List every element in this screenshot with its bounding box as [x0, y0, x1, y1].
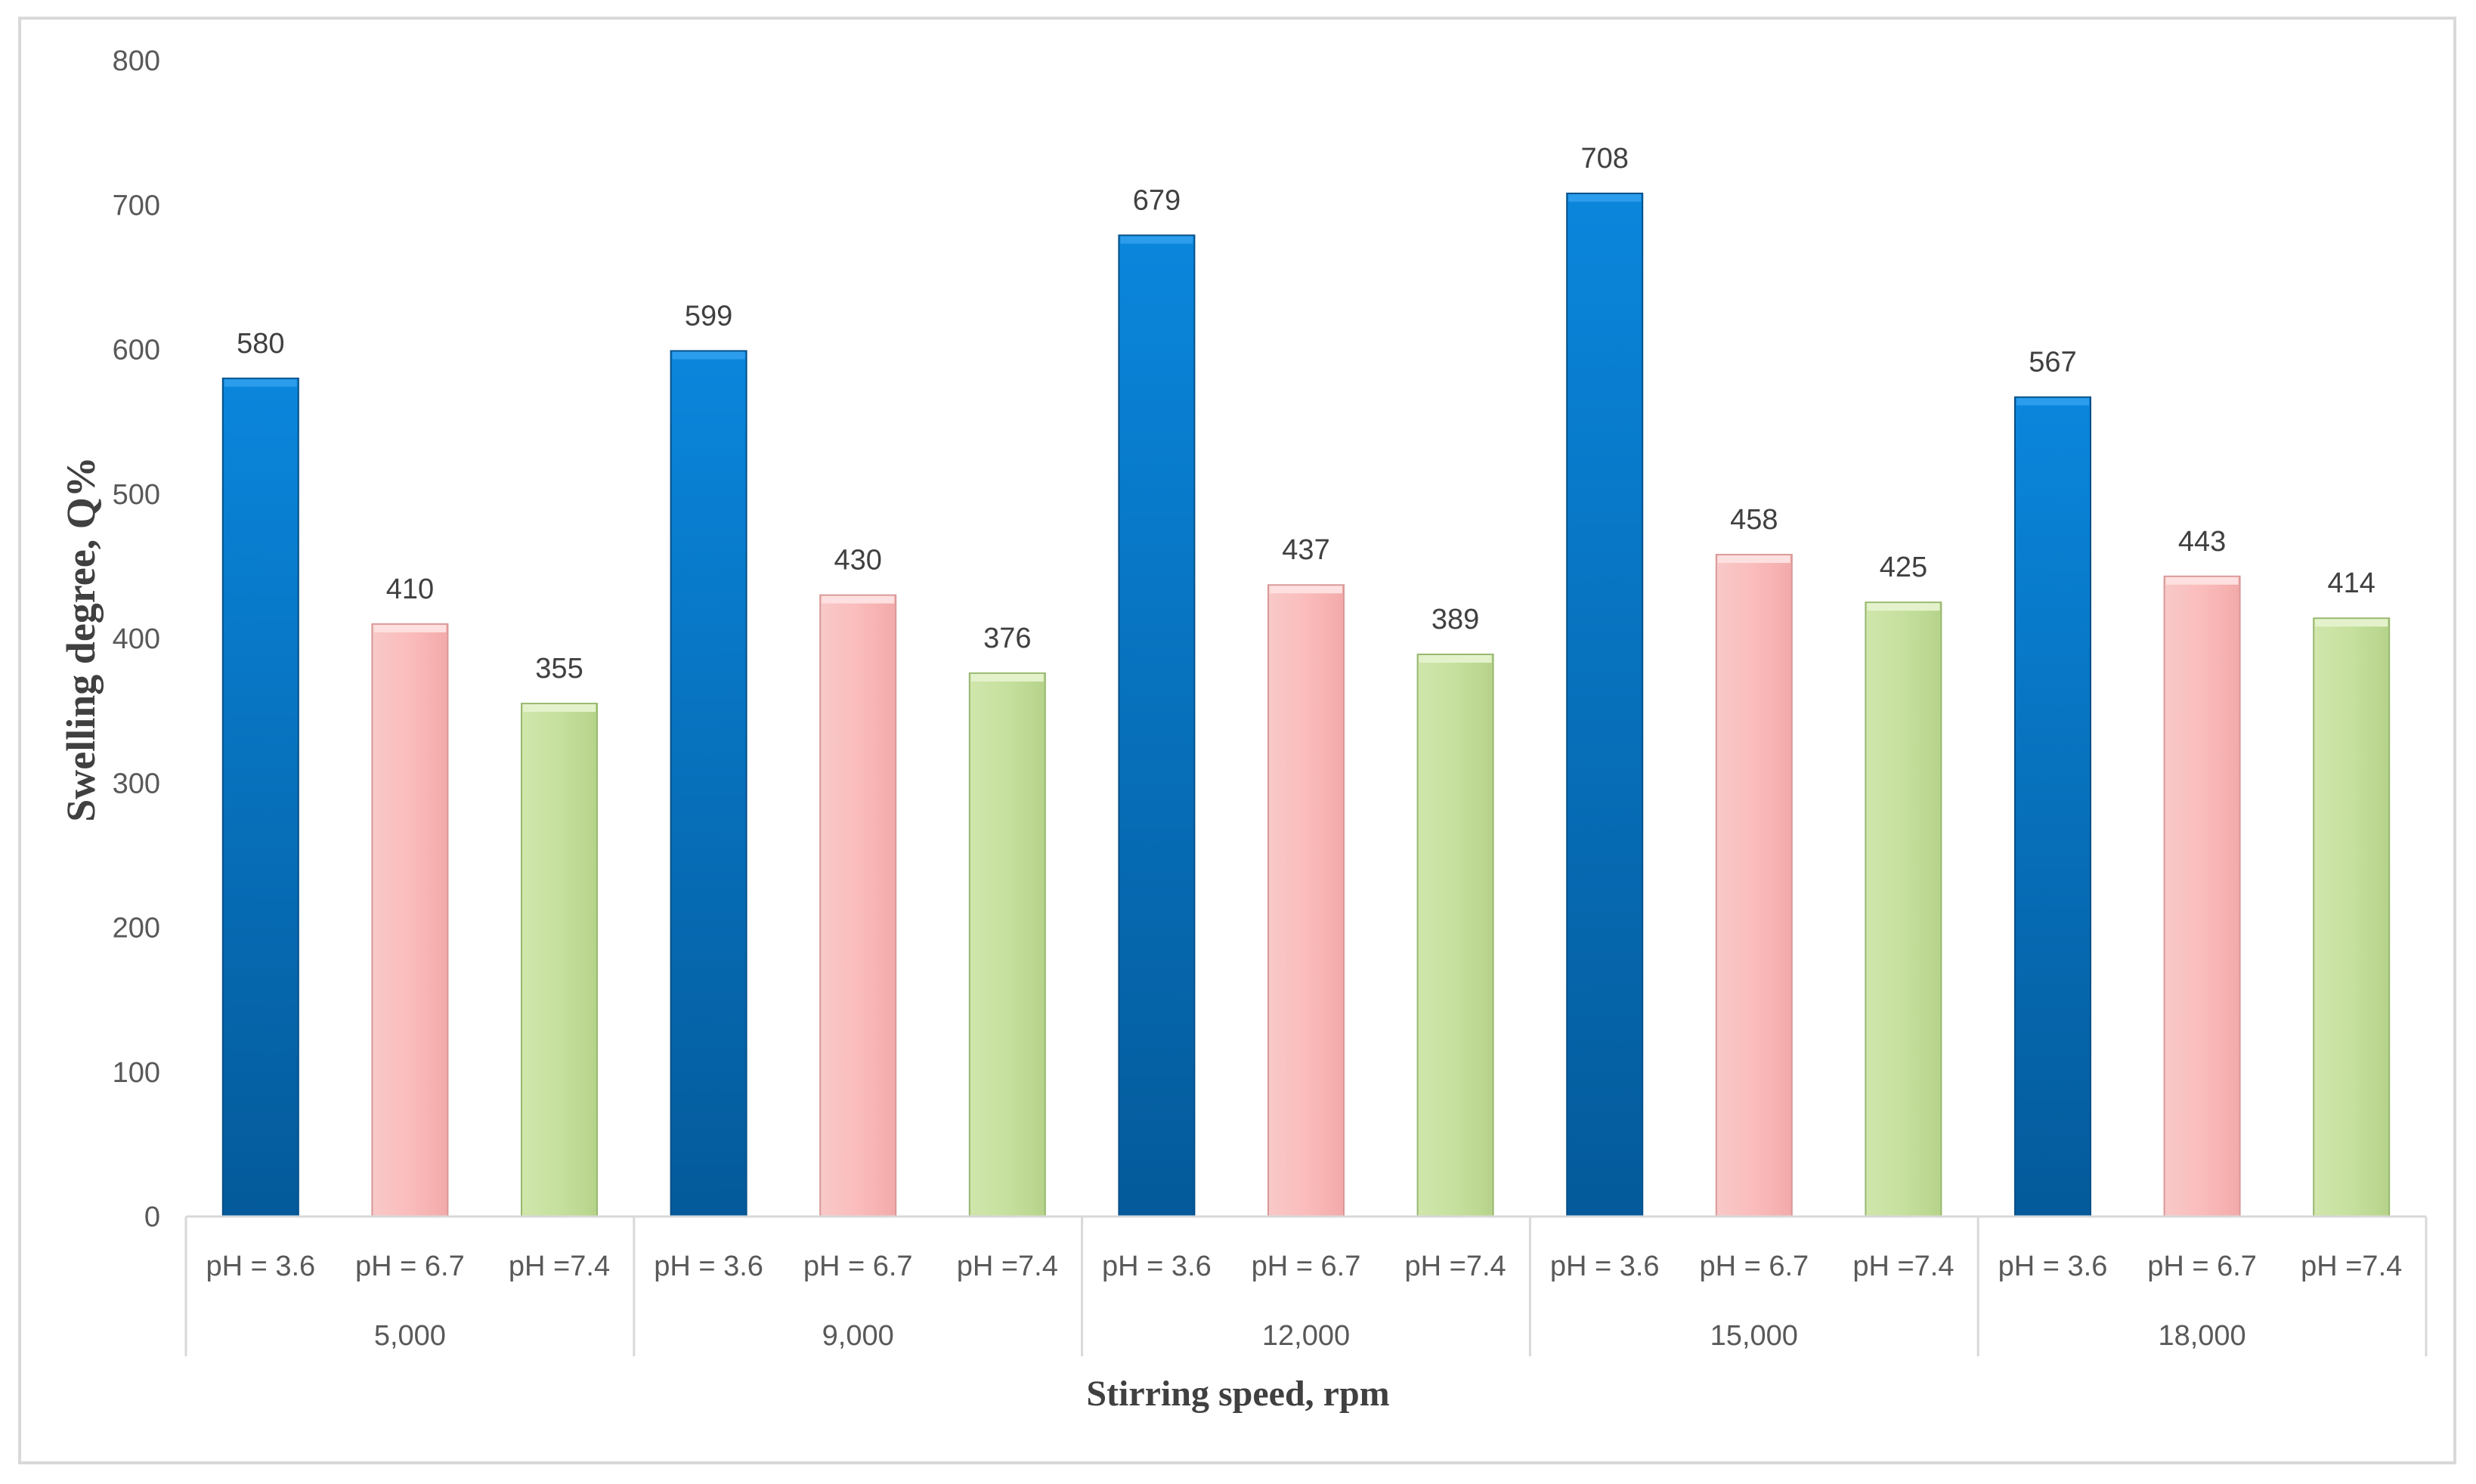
- bar-bevel: [1270, 586, 1342, 594]
- x-group-label: 12,000: [1262, 1320, 1350, 1352]
- y-tick-label: 700: [113, 190, 160, 221]
- x-tick-label: pH = 3.6: [1998, 1251, 2108, 1282]
- x-tick-label: pH = 6.7: [355, 1251, 465, 1282]
- x-tick-label: pH = 6.7: [803, 1251, 913, 1282]
- bar: [1865, 601, 1942, 1217]
- bar-value-label: 437: [1282, 534, 1329, 566]
- x-tick-label: pH =7.4: [957, 1251, 1058, 1282]
- x-tick-label: pH =7.4: [1852, 1251, 1954, 1282]
- x-tick-label: pH = 6.7: [2147, 1251, 2257, 1282]
- x-tick-label: pH = 3.6: [1550, 1251, 1660, 1282]
- bar-value-label: 389: [1431, 604, 1479, 635]
- bar: [1416, 654, 1494, 1217]
- x-tick-label: pH = 3.6: [206, 1251, 315, 1282]
- x-group-label: 15,000: [1710, 1320, 1798, 1352]
- bar-bevel: [822, 595, 895, 604]
- bar: [371, 623, 449, 1217]
- bar-value-label: 458: [1730, 504, 1778, 536]
- bar: [2163, 575, 2241, 1217]
- bar: [670, 350, 747, 1218]
- x-tick-label: pH = 3.6: [654, 1251, 763, 1282]
- x-group-label: 18,000: [2158, 1320, 2245, 1352]
- bar: [2014, 396, 2091, 1217]
- bar-bevel: [970, 673, 1044, 682]
- bar-bevel: [1867, 603, 1940, 611]
- bar: [2313, 617, 2391, 1217]
- x-tick-label: pH =7.4: [2301, 1251, 2402, 1282]
- y-tick-label: 800: [113, 45, 160, 77]
- x-tick-label: pH = 6.7: [1252, 1251, 1361, 1282]
- bar-value-label: 580: [237, 328, 284, 360]
- bar: [1715, 554, 1793, 1217]
- bar: [221, 377, 299, 1217]
- bar-bevel: [1717, 555, 1790, 564]
- bar: [1566, 192, 1644, 1218]
- y-tick-label: 100: [113, 1057, 160, 1089]
- bar-value-label: 414: [2327, 567, 2375, 599]
- bars-layer: [221, 192, 2391, 1218]
- bar-value-label: 410: [386, 574, 434, 605]
- value-labels-layer: 580 410 355 599 430 376 679 437 389 708 458 425 567 4…: [237, 143, 2375, 685]
- y-tick-label: 600: [113, 335, 160, 366]
- bar-bevel: [1568, 193, 1642, 202]
- x-group-label: 5,000: [374, 1320, 446, 1352]
- bar: [819, 594, 897, 1217]
- bar-value-label: 443: [2178, 526, 2226, 558]
- bar-value-label: 376: [983, 623, 1031, 654]
- y-axis-ticks: 0 100 200 300 400 500 600 700 800: [113, 45, 160, 1233]
- y-tick-label: 300: [113, 768, 160, 799]
- y-tick-label: 200: [113, 913, 160, 945]
- bar: [521, 703, 598, 1217]
- bar-value-label: 567: [2029, 347, 2076, 379]
- bar-value-label: 599: [685, 300, 732, 332]
- bar-value-label: 430: [834, 545, 881, 577]
- y-tick-label: 500: [113, 479, 160, 511]
- x-tick-label: pH = 6.7: [1699, 1251, 1809, 1282]
- y-axis-title: Swelling degree, Q%: [58, 456, 104, 821]
- bar-value-label: 425: [1880, 552, 1927, 583]
- bar-bevel: [2165, 577, 2239, 585]
- bar: [968, 672, 1046, 1217]
- x-group-label: 9,000: [822, 1320, 894, 1352]
- y-tick-label: 400: [113, 623, 160, 655]
- bar: [1118, 234, 1196, 1218]
- x-axis-layer: pH = 3.6 pH = 6.7 pH =7.4 5,000 pH = 3.6 pH =…: [184, 1215, 2428, 1356]
- bar-bevel: [1419, 655, 1492, 663]
- x-tick-label: pH = 3.6: [1102, 1251, 1212, 1282]
- bar-value-label: 355: [535, 653, 583, 685]
- x-axis-title: Stirring speed, rpm: [1086, 1374, 1389, 1414]
- x-tick-label: pH =7.4: [1405, 1251, 1506, 1282]
- bar-bevel: [2016, 397, 2089, 406]
- bar-bevel: [672, 351, 745, 360]
- x-tick-label: pH =7.4: [509, 1251, 610, 1282]
- bar-value-label: 708: [1580, 143, 1628, 175]
- bar-bevel: [224, 379, 297, 387]
- bar-bevel: [1120, 236, 1193, 244]
- y-tick-label: 0: [144, 1201, 160, 1233]
- bar-value-label: 679: [1133, 184, 1181, 216]
- bar: [1267, 584, 1345, 1217]
- bar-bevel: [373, 624, 447, 632]
- bar-bevel: [2315, 619, 2388, 627]
- bar-bevel: [523, 704, 596, 713]
